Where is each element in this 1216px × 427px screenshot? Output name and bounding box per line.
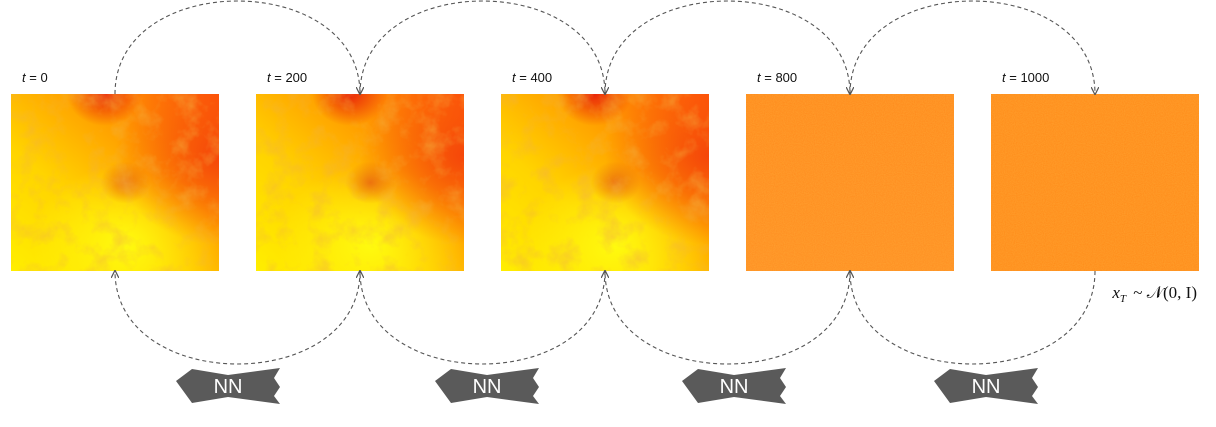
forward-arc-0: [114, 0, 360, 94]
forward-arc-2: [604, 0, 850, 94]
reverse-arc-3: [850, 271, 1096, 365]
nn-label: NN: [720, 376, 749, 398]
panel-t-1000: [991, 94, 1199, 271]
nn-label: NN: [972, 376, 1001, 398]
nn-label: NN: [214, 376, 243, 398]
nn-shape: [682, 368, 786, 404]
nn-shape: [176, 368, 280, 404]
nn-shape: [934, 368, 1038, 404]
nn-denoiser-1: NN: [435, 368, 539, 404]
panel-t-200: [256, 94, 464, 271]
step-label-t-0: t = 0: [22, 70, 48, 85]
nn-shape: [435, 368, 539, 404]
prior-formula: xT ~ 𝒩(0, I): [1111, 283, 1197, 305]
step-label-t-1000: t = 1000: [1002, 70, 1049, 85]
step-label-t-800: t = 800: [757, 70, 797, 85]
step-label-t-200: t = 200: [267, 70, 307, 85]
reverse-arc-2: [605, 271, 851, 365]
panel-t-0: [11, 94, 219, 271]
nn-denoiser-2: NN: [682, 368, 786, 404]
nn-denoiser-0: NN: [176, 368, 280, 404]
panel-t-400: [501, 94, 709, 271]
reverse-arc-1: [360, 271, 606, 365]
forward-arc-1: [359, 0, 605, 94]
forward-arc-3: [849, 0, 1095, 94]
nn-denoiser-3: NN: [934, 368, 1038, 404]
nn-label: NN: [473, 376, 502, 398]
reverse-arc-0: [115, 271, 361, 365]
panel-t-800: [746, 94, 954, 271]
step-label-t-400: t = 400: [512, 70, 552, 85]
